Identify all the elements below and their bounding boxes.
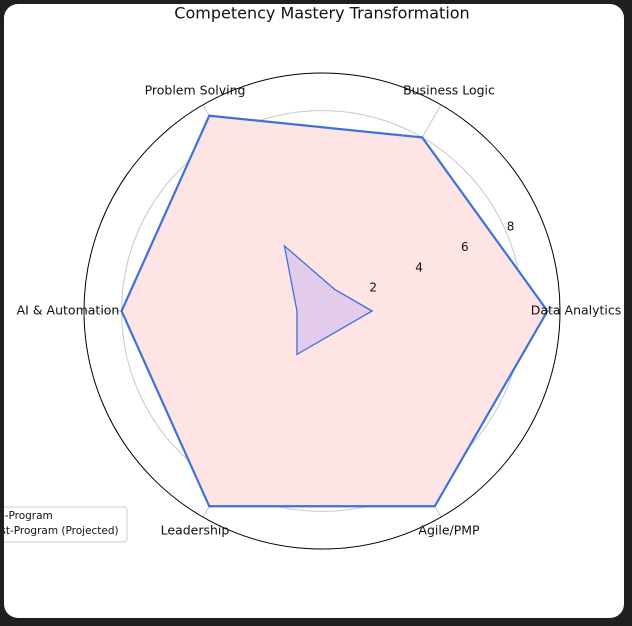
outer-circle <box>83 72 561 550</box>
r-tick-label: 6 <box>461 240 469 254</box>
category-label: Problem Solving <box>145 83 246 98</box>
legend-box <box>4 506 128 543</box>
series-area <box>283 244 374 356</box>
chart-title: Competency Mastery Transformation <box>174 4 469 23</box>
legend-label: Pre-Program <box>0 510 53 522</box>
r-tick-label: 4 <box>415 260 423 274</box>
category-label: Business Logic <box>403 83 495 98</box>
plot: 2 4 6 8 Data Analytics Business Logic Problem … <box>0 72 622 550</box>
category-label: Leadership <box>161 522 230 537</box>
r-tick-label: 2 <box>369 281 377 295</box>
category-label: Agile/PMP <box>418 522 480 537</box>
legend: Pre-Program Post-Program (Projected) <box>0 506 128 543</box>
legend-label: Post-Program (Projected) <box>0 525 119 537</box>
category-label: AI & Automation <box>17 303 120 318</box>
r-tick-label: 8 <box>507 220 515 234</box>
category-label: Data Analytics <box>531 303 622 318</box>
